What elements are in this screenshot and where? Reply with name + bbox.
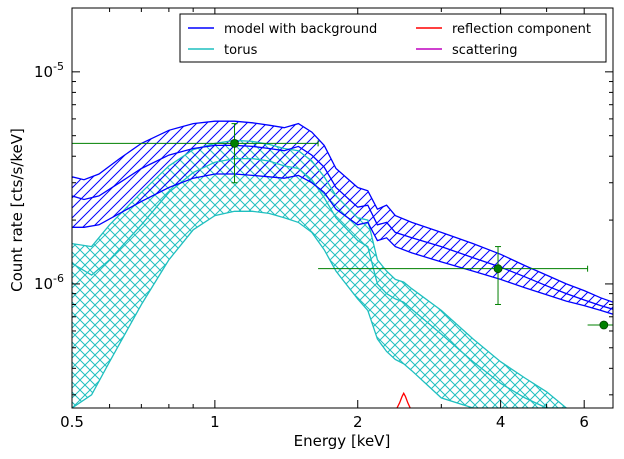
y-tick-label: 10-6 [34, 272, 64, 293]
data-marker [493, 264, 503, 274]
legend: model with background torus reflection com… [179, 13, 607, 63]
model-center-line [72, 144, 613, 310]
data-point [72, 123, 319, 184]
x-tick-label: 0.5 [60, 413, 84, 431]
legend-label: model with background [224, 22, 377, 37]
data-point [587, 320, 613, 330]
x-tick-label: 4 [496, 413, 506, 431]
data-point [318, 246, 589, 305]
x-axis-label: Energy [keV] [294, 432, 391, 450]
legend-label: torus [224, 43, 258, 58]
model-lower-line [72, 173, 613, 315]
model-upper-line [72, 120, 613, 303]
legend-box [179, 13, 607, 63]
torus-upper-line [72, 139, 567, 408]
plot-frame [71, 7, 614, 409]
y-tick-label: 10-5 [34, 60, 64, 81]
reflection-line [396, 391, 411, 408]
legend-label: reflection component [452, 22, 591, 37]
x-tick-label: 1 [210, 413, 220, 431]
x-tick-label: 6 [579, 413, 589, 431]
x-tick-label: 2 [353, 413, 363, 431]
model-band [72, 121, 613, 315]
data-marker [230, 138, 239, 148]
legend-label: scattering [452, 43, 518, 58]
y-axis-label: Count rate [cts/s/keV] [8, 128, 26, 292]
torus-band [72, 140, 567, 408]
data-marker [599, 320, 609, 330]
torus-lower-line [72, 210, 567, 408]
